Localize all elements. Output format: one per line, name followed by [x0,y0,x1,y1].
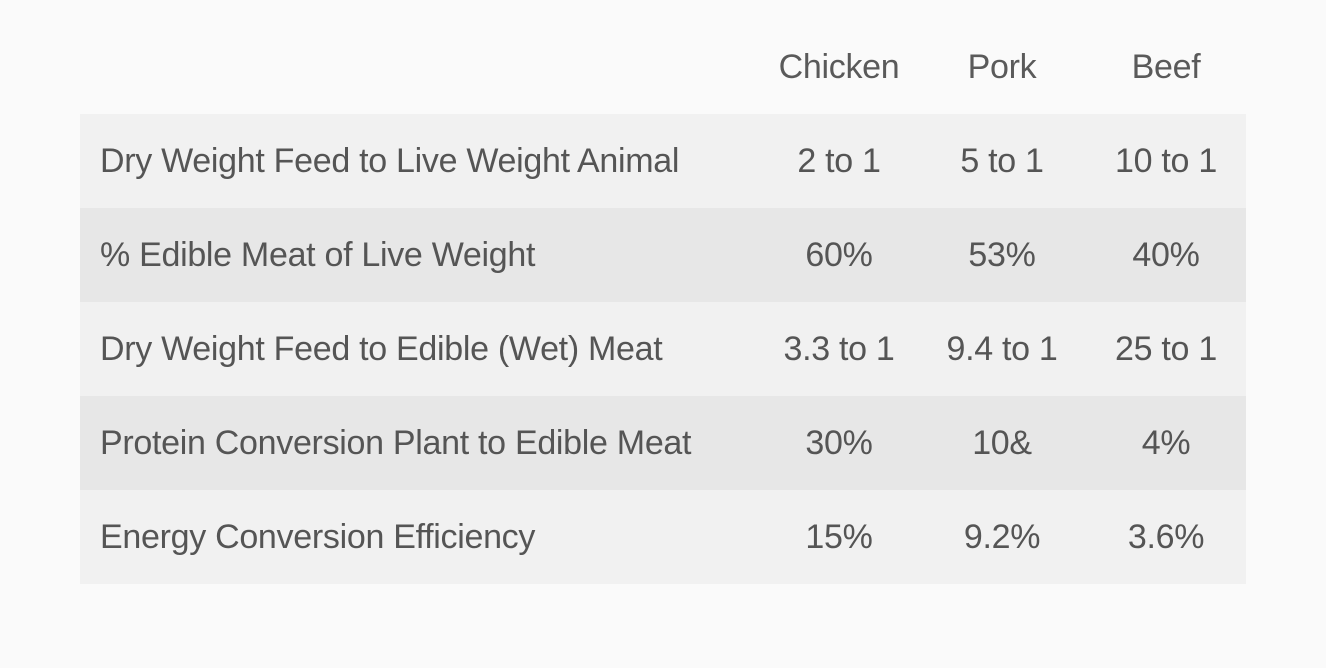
header-pork: Pork [967,47,1037,86]
cell-pork: 9.2% [918,490,1086,584]
table-row: Protein Conversion Plant to Edible Meat … [80,396,1246,490]
table-row: Dry Weight Feed to Edible (Wet) Meat 3.3… [80,302,1246,396]
cell-pork: 5 to 1 [918,114,1086,208]
cell-beef: 10 to 1 [1086,114,1246,208]
table-row: % Edible Meat of Live Weight 60% 53% 40% [80,208,1246,302]
feed-conversion-table: Chicken Pork Beef Dry Weight Feed to Liv… [80,20,1246,584]
cell-chicken: 15% [760,490,918,584]
row-label: Energy Conversion Efficiency [80,490,760,584]
cell-chicken: 60% [760,208,918,302]
header-beef: Beef [1131,47,1201,86]
cell-pork: 10& [918,396,1086,490]
table-header: Chicken Pork Beef [80,20,1246,114]
cell-chicken: 3.3 to 1 [760,302,918,396]
cell-beef: 3.6% [1086,490,1246,584]
header-chicken: Chicken [778,47,900,86]
cell-beef: 4% [1086,396,1246,490]
cell-chicken: 2 to 1 [760,114,918,208]
row-label: Dry Weight Feed to Live Weight Animal [80,114,760,208]
row-label: Dry Weight Feed to Edible (Wet) Meat [80,302,760,396]
table-row: Dry Weight Feed to Live Weight Animal 2 … [80,114,1246,208]
cell-beef: 25 to 1 [1086,302,1246,396]
row-label: % Edible Meat of Live Weight [80,208,760,302]
table-row: Energy Conversion Efficiency 15% 9.2% 3.… [80,490,1246,584]
row-label: Protein Conversion Plant to Edible Meat [80,396,760,490]
cell-pork: 9.4 to 1 [918,302,1086,396]
header-row: Chicken Pork Beef [80,20,1246,114]
cell-pork: 53% [918,208,1086,302]
cell-beef: 40% [1086,208,1246,302]
header-empty-cell [80,20,760,114]
cell-chicken: 30% [760,396,918,490]
table-body: Dry Weight Feed to Live Weight Animal 2 … [80,114,1246,584]
